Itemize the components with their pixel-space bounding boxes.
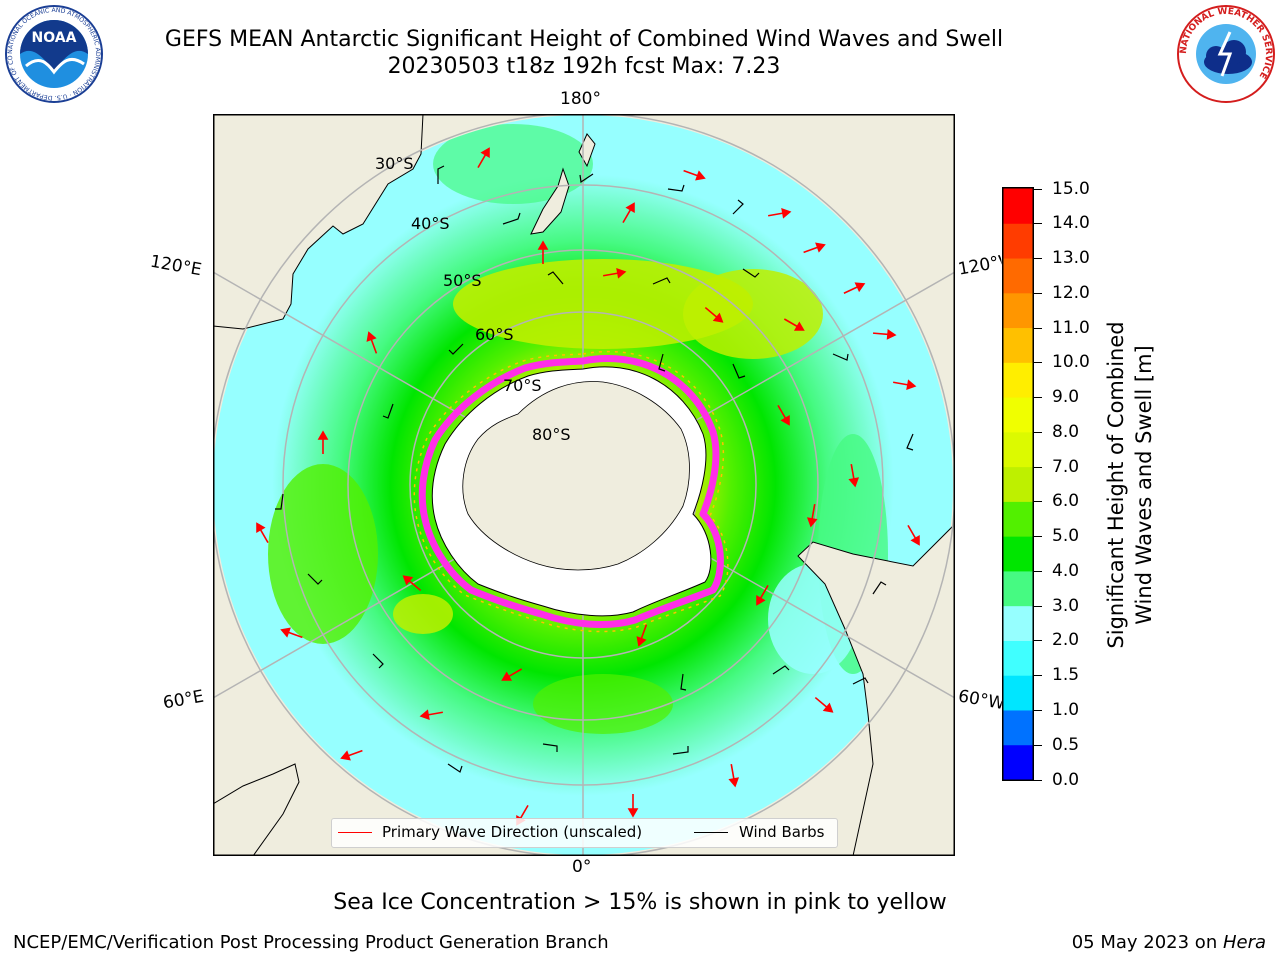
colorbar-tick-mark xyxy=(1034,466,1042,468)
parallel-label-80s: 80°S xyxy=(532,425,571,444)
new-zealand-landmass xyxy=(530,133,596,235)
footer-credit: NCEP/EMC/Verification Post Processing Pr… xyxy=(13,932,609,953)
meridian-label-60w: 60°W xyxy=(956,686,1004,714)
footer-machine: Hera xyxy=(1222,932,1266,953)
colorbar-label-line2: Wind Waves and Swell [m] xyxy=(1132,345,1156,625)
parallel-label-70s: 70°S xyxy=(503,376,542,395)
sea-ice-edge xyxy=(413,350,729,633)
chart-title: GEFS MEAN Antarctic Significant Height o… xyxy=(164,27,1004,52)
colorbar-tick-mark xyxy=(1034,223,1042,225)
colorbar-block xyxy=(1003,744,1033,780)
colorbar-block xyxy=(1003,675,1033,711)
parallel-labels: 30°S 40°S 50°S 60°S 70°S 80°S xyxy=(375,154,571,444)
colorbar-tick-mark xyxy=(1034,640,1042,642)
colorbar-block xyxy=(1003,327,1033,363)
wind-barbs xyxy=(275,165,914,773)
colorbar-block xyxy=(1003,501,1033,537)
parallel-label-50s: 50°S xyxy=(443,271,482,290)
colorbar-tick-label: 6.0 xyxy=(1052,491,1080,512)
colorbar xyxy=(1002,187,1034,781)
colorbar-tick-mark xyxy=(1034,779,1042,781)
colorbar-block xyxy=(1003,466,1033,502)
nws-logo: NATIONAL WEATHER SERVICE xyxy=(1176,4,1276,108)
colorbar-tick-label: 0.0 xyxy=(1052,769,1080,790)
colorbar-block xyxy=(1003,570,1033,607)
parallel-label-30s: 30°S xyxy=(375,154,414,173)
colorbar-tick-label: 1.0 xyxy=(1052,699,1080,720)
colorbar-tick-mark xyxy=(1034,709,1042,711)
colorbar-tick-mark xyxy=(1034,536,1042,538)
colorbar-block xyxy=(1003,605,1033,641)
australia-landmass xyxy=(213,114,424,330)
wave-direction-arrows xyxy=(256,147,920,826)
colorbar-tick-label: 2.0 xyxy=(1052,630,1080,651)
colorbar-tick-label: 10.0 xyxy=(1052,352,1090,373)
colorbar-block xyxy=(1003,362,1033,398)
colorbar-tick-label: 14.0 xyxy=(1052,213,1090,234)
colorbar-tick-mark xyxy=(1034,258,1042,260)
colorbar-tick-label: 15.0 xyxy=(1052,178,1090,199)
meridian-label-120e: 120°E xyxy=(148,251,204,281)
colorbar-block xyxy=(1003,292,1033,329)
colorbar-label-line1: Significant Height of Combined xyxy=(1104,321,1128,649)
colorbar-tick-mark xyxy=(1034,397,1042,399)
wave-height-patches xyxy=(268,124,888,734)
colorbar-tick-label: 9.0 xyxy=(1052,387,1080,408)
chart-subtitle: 20230503 t18z 192h fcst Max: 7.23 xyxy=(387,54,781,79)
colorbar-block xyxy=(1003,431,1033,468)
south-america-landmass xyxy=(797,523,955,856)
legend-barb-label: Wind Barbs xyxy=(739,823,825,841)
colorbar-block xyxy=(1003,188,1033,224)
colorbar-tick-label: 7.0 xyxy=(1052,456,1080,477)
colorbar-block xyxy=(1003,258,1033,294)
colorbar-tick-mark xyxy=(1034,292,1042,294)
sea-ice-note: Sea Ice Concentration > 15% is shown in … xyxy=(333,890,947,915)
noaa-logo-text: NOAA xyxy=(32,30,77,46)
colorbar-tick-mark xyxy=(1034,362,1042,364)
colorbar-tick-mark xyxy=(1034,605,1042,607)
colorbar-block xyxy=(1003,709,1033,746)
colorbar-block xyxy=(1003,223,1033,259)
parallel-label-60s: 60°S xyxy=(475,325,514,344)
legend-wave-label: Primary Wave Direction (unscaled) xyxy=(382,823,643,841)
colorbar-tick-label: 8.0 xyxy=(1052,421,1080,442)
legend-barb-line xyxy=(694,832,728,833)
colorbar-tick-label: 5.0 xyxy=(1052,526,1080,547)
footer-date: 05 May 2023 on Hera xyxy=(1072,932,1266,953)
colorbar-tick-mark xyxy=(1034,188,1042,190)
colorbar-tick-label: 12.0 xyxy=(1052,282,1090,303)
colorbar-block xyxy=(1003,640,1033,676)
parallel-label-40s: 40°S xyxy=(411,214,450,233)
meridian-label-60e: 60°E xyxy=(161,686,206,714)
colorbar-tick-label: 4.0 xyxy=(1052,560,1080,581)
east-antarctica-interior xyxy=(462,381,690,571)
noaa-logo: NATIONAL OCEANIC AND ATMOSPHERIC ADMINIS… xyxy=(1,0,104,108)
colorbar-tick-label: 11.0 xyxy=(1052,317,1090,338)
colorbar-tick-mark xyxy=(1034,744,1042,746)
colorbar-tick-label: 1.5 xyxy=(1052,665,1080,686)
meridian-label-180: 180° xyxy=(560,89,601,109)
colorbar-tick-mark xyxy=(1034,431,1042,433)
meridian-label-120w: 120°W xyxy=(956,252,1004,280)
colorbar-tick-label: 0.5 xyxy=(1052,734,1080,755)
meridian-label-0: 0° xyxy=(572,857,592,877)
legend: Primary Wave Direction (unscaled) Wind B… xyxy=(331,818,838,848)
legend-wave-line xyxy=(338,832,372,833)
colorbar-block xyxy=(1003,397,1033,433)
colorbar-tick-mark xyxy=(1034,501,1042,503)
colorbar-tick-mark xyxy=(1034,675,1042,677)
colorbar-tick-label: 3.0 xyxy=(1052,595,1080,616)
colorbar-tick-label: 13.0 xyxy=(1052,248,1090,269)
africa-landmass xyxy=(213,763,300,856)
footer-date-text: 05 May 2023 on xyxy=(1071,932,1223,953)
map-frame xyxy=(213,114,955,856)
colorbar-tick-mark xyxy=(1034,327,1042,329)
polar-map: 30°S 40°S 50°S 60°S 70°S 80°S xyxy=(213,114,955,856)
colorbar-block xyxy=(1003,536,1033,572)
colorbar-tick-mark xyxy=(1034,570,1042,572)
